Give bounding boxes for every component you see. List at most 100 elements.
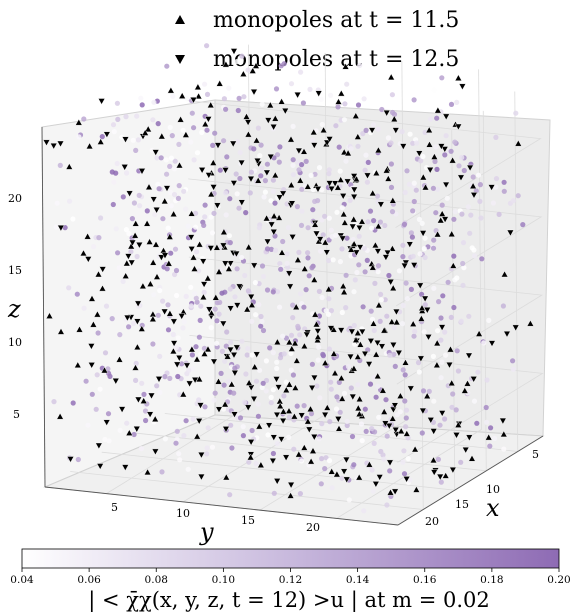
- gridline: [182, 412, 329, 503]
- chiral-condensate-point: [150, 341, 156, 347]
- chiral-condensate-point: [344, 418, 350, 424]
- chiral-condensate-point: [421, 246, 427, 252]
- chiral-condensate-point: [70, 216, 76, 222]
- chiral-condensate-point: [333, 232, 339, 238]
- monopole-marker-t11-5: [396, 392, 405, 399]
- monopole-marker-t11-5: [319, 126, 328, 134]
- chiral-condensate-point: [95, 330, 101, 336]
- monopole-marker-t11-5: [418, 304, 426, 311]
- monopole-marker-t11-5: [125, 429, 133, 436]
- chiral-condensate-point: [408, 286, 414, 292]
- chiral-condensate-point: [388, 184, 395, 190]
- chiral-condensate-point: [417, 251, 423, 257]
- chiral-condensate-point: [421, 329, 427, 335]
- chiral-condensate-point: [120, 194, 126, 200]
- chiral-condensate-point: [295, 323, 301, 329]
- chiral-condensate-point: [484, 377, 490, 383]
- monopole-marker-t12-5: [214, 142, 222, 150]
- chiral-condensate-point: [91, 244, 97, 250]
- monopole-marker-t11-5: [328, 467, 336, 475]
- chiral-condensate-point: [74, 291, 80, 297]
- monopole-marker-t11-5: [278, 248, 286, 256]
- chiral-condensate-point: [177, 457, 183, 463]
- chiral-condensate-point: [137, 203, 143, 209]
- chiral-condensate-point: [281, 351, 287, 357]
- chiral-condensate-point: [362, 269, 368, 275]
- monopole-marker-t11-5: [350, 215, 358, 223]
- monopole-marker-t12-5: [315, 90, 323, 98]
- chiral-condensate-point: [479, 256, 485, 262]
- monopole-marker-t12-5: [402, 476, 411, 483]
- monopole-marker-t12-5: [273, 478, 281, 485]
- monopole-marker-t12-5: [161, 252, 169, 260]
- chiral-condensate-point: [280, 238, 286, 245]
- monopole-marker-t12-5: [325, 136, 334, 143]
- monopole-marker-t12-5: [462, 447, 470, 454]
- monopole-marker-t12-5: [195, 418, 203, 425]
- chiral-condensate-point: [455, 368, 461, 374]
- monopole-marker-t12-5: [277, 436, 286, 443]
- chiral-condensate-point: [477, 198, 483, 204]
- monopole-marker-t12-5: [230, 352, 238, 359]
- monopole-marker-t11-5: [145, 183, 153, 190]
- monopole-marker-t11-5: [321, 238, 329, 246]
- monopole-marker-t12-5: [274, 384, 283, 391]
- chiral-condensate-point: [344, 81, 350, 87]
- monopole-marker-t11-5: [131, 231, 139, 239]
- chiral-condensate-point: [411, 97, 417, 103]
- chiral-condensate-point: [189, 352, 195, 358]
- chiral-condensate-point: [481, 340, 487, 346]
- monopole-marker-t12-5: [438, 324, 446, 332]
- monopole-marker-t12-5: [282, 454, 290, 462]
- monopole-marker-t11-5: [369, 319, 378, 327]
- chiral-condensate-point: [397, 409, 403, 415]
- chiral-condensate-point: [236, 95, 242, 101]
- chiral-condensate-point: [294, 403, 300, 409]
- chiral-condensate-point: [168, 203, 174, 209]
- chiral-condensate-point: [156, 186, 162, 192]
- chiral-condensate-point: [150, 117, 156, 123]
- chiral-condensate-point: [387, 352, 393, 358]
- monopole-marker-t11-5: [178, 92, 186, 99]
- monopole-marker-t11-5: [146, 280, 155, 287]
- monopole-marker-t12-5: [84, 256, 92, 263]
- monopole-marker-t11-5: [254, 176, 262, 184]
- chiral-condensate-point: [255, 401, 261, 407]
- chiral-condensate-point: [66, 285, 72, 291]
- chiral-condensate-point: [301, 304, 307, 310]
- monopole-marker-t12-5: [303, 331, 311, 339]
- chiral-condensate-point: [442, 152, 448, 158]
- chiral-condensate-point: [356, 262, 362, 268]
- monopole-marker-t11-5: [374, 222, 383, 230]
- monopole-marker-t11-5: [276, 402, 284, 409]
- monopole-marker-t11-5: [214, 377, 223, 385]
- monopole-marker-t12-5: [155, 376, 163, 383]
- chiral-condensate-point: [367, 381, 374, 387]
- monopole-marker-t12-5: [286, 283, 294, 291]
- chiral-condensate-point: [81, 116, 87, 122]
- monopole-marker-t12-5: [392, 308, 401, 316]
- monopole-marker-t11-5: [310, 276, 318, 283]
- chiral-condensate-point: [277, 144, 283, 150]
- chiral-condensate-point: [327, 419, 333, 425]
- chiral-condensate-point: [85, 422, 91, 428]
- gridline: [164, 413, 518, 452]
- monopole-marker-t11-5: [433, 230, 442, 238]
- monopole-marker-t11-5: [397, 427, 405, 434]
- monopole-marker-t12-5: [499, 417, 507, 425]
- monopole-marker-t12-5: [199, 258, 207, 266]
- monopole-marker-t11-5: [461, 386, 469, 394]
- chiral-condensate-point: [226, 85, 232, 91]
- monopole-marker-t12-5: [430, 469, 438, 476]
- monopole-marker-t12-5: [487, 184, 496, 191]
- chiral-condensate-point: [439, 202, 445, 208]
- monopole-marker-t12-5: [150, 196, 158, 204]
- legend: monopoles at t = 11.5 monopoles at t = 1…: [175, 8, 459, 72]
- chiral-condensate-point: [273, 247, 279, 253]
- chiral-condensate-point: [241, 399, 247, 405]
- monopole-marker-t12-5: [222, 426, 230, 433]
- chiral-condensate-point: [209, 444, 216, 450]
- chiral-condensate-point: [303, 287, 309, 293]
- monopole-marker-t12-5: [350, 193, 358, 201]
- monopole-marker-t12-5: [235, 283, 244, 291]
